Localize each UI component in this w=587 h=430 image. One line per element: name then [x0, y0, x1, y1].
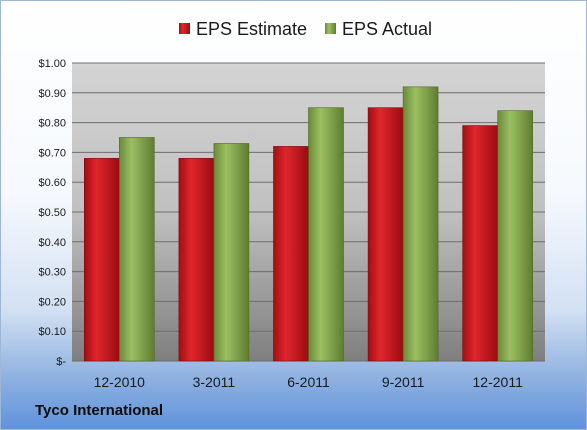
bar-eps-actual — [308, 107, 344, 362]
x-category-label: 12-2010 — [94, 374, 146, 390]
legend: EPS Estimate EPS Actual — [179, 19, 432, 39]
y-tick-label: $0.50 — [38, 207, 66, 219]
y-tick-label: $0.90 — [38, 88, 66, 100]
bar-eps-actual — [119, 137, 155, 362]
y-tick-label: $0.40 — [38, 237, 66, 249]
x-category-label: 12-2011 — [473, 374, 524, 390]
bars — [84, 86, 534, 362]
bar-eps-estimate — [178, 158, 215, 362]
y-tick-label: $1.00 — [38, 58, 66, 70]
y-tick-label: $- — [56, 356, 66, 368]
legend-swatch — [179, 23, 190, 34]
bar-eps-estimate — [84, 158, 120, 362]
x-category-label: 9-2011 — [382, 374, 425, 390]
bar-eps-estimate — [367, 107, 404, 362]
x-category-label: 3-2011 — [193, 374, 236, 390]
x-category-label: 6-2011 — [287, 374, 330, 390]
x-axis-categories: 12-2010 3-2011 6-2011 9-2011 12-2011 — [94, 374, 523, 390]
legend-label: EPS Actual — [342, 19, 432, 39]
bar-eps-estimate — [462, 125, 499, 362]
y-axis-ticks: $- $0.10 $0.20 $0.30 $0.40 $0.50 $0.60 $0.70 $0.… — [38, 58, 66, 368]
y-tick-label: $0.30 — [38, 267, 66, 279]
y-tick-label: $0.60 — [38, 177, 66, 189]
y-tick-label: $0.20 — [38, 296, 66, 308]
bar-eps-actual — [497, 110, 534, 362]
company-name: Tyco International — [35, 402, 164, 419]
legend-swatch — [325, 23, 336, 34]
y-tick-label: $0.70 — [38, 147, 66, 159]
bar-eps-estimate — [273, 146, 309, 362]
bar-eps-actual — [213, 143, 250, 362]
y-tick-label: $0.10 — [38, 326, 66, 338]
legend-label: EPS Estimate — [196, 19, 307, 39]
y-tick-label: $0.80 — [38, 118, 66, 130]
bar-eps-actual — [402, 86, 439, 362]
